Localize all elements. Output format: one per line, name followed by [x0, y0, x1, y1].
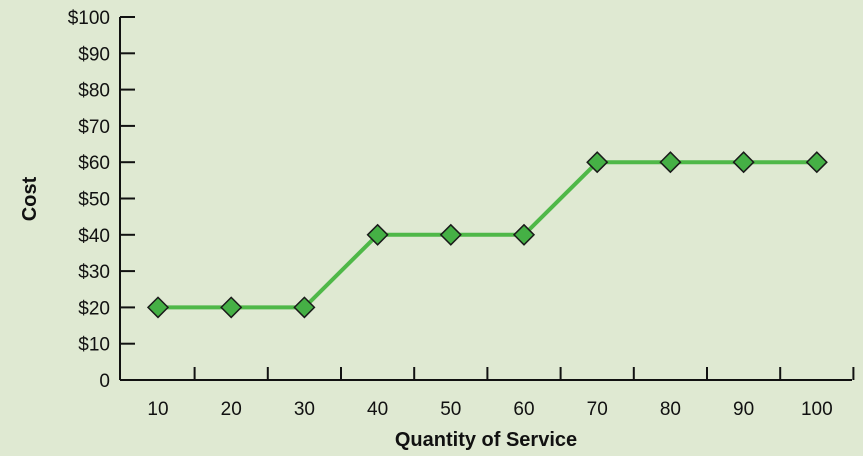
x-tick-label: 70	[587, 399, 608, 420]
y-tick-label: $90	[78, 44, 110, 65]
y-axis-title: Cost	[19, 176, 41, 221]
x-tick-label: 40	[367, 399, 388, 420]
y-tick-label: $40	[78, 226, 110, 247]
y-axis: 0 $10 $20 $30 $40 $50 $60 $70 $80 $90 $100	[68, 8, 135, 392]
y-tick-label: $70	[78, 117, 110, 138]
y-tick-label: $30	[78, 262, 110, 283]
x-tick-label: 10	[147, 399, 168, 420]
data-point-marker	[586, 151, 609, 174]
y-tick-label: $100	[68, 8, 110, 29]
x-axis-title: Quantity of Service	[395, 429, 577, 451]
x-tick-label: 30	[294, 399, 315, 420]
data-point-marker	[732, 151, 755, 174]
data-point-marker	[659, 151, 682, 174]
data-point-marker	[146, 296, 170, 319]
data-point-marker	[439, 223, 462, 246]
y-tick-label: $80	[78, 81, 110, 102]
data-point-marker	[805, 151, 828, 174]
x-tick-label: 50	[440, 399, 461, 420]
y-tick-label: $50	[78, 190, 110, 211]
series	[146, 151, 828, 319]
x-tick-label: 60	[513, 399, 534, 420]
x-tick-label: 20	[221, 399, 242, 420]
data-point-marker	[366, 223, 389, 246]
y-tick-label: 0	[99, 371, 110, 392]
y-tick-label: $60	[78, 153, 110, 174]
series-line	[158, 160, 817, 310]
data-point-marker	[293, 296, 316, 319]
y-tick-label: $20	[78, 298, 110, 319]
x-tick-label: 80	[660, 399, 681, 420]
data-point-marker	[512, 223, 536, 246]
x-tick-label: 90	[733, 399, 754, 420]
x-tick-label: 100	[801, 399, 833, 420]
data-point-marker	[220, 296, 243, 319]
x-axis: 10 20 30 40 50 60 70 80 90 100	[120, 367, 855, 420]
y-tick-label: $10	[78, 335, 110, 356]
